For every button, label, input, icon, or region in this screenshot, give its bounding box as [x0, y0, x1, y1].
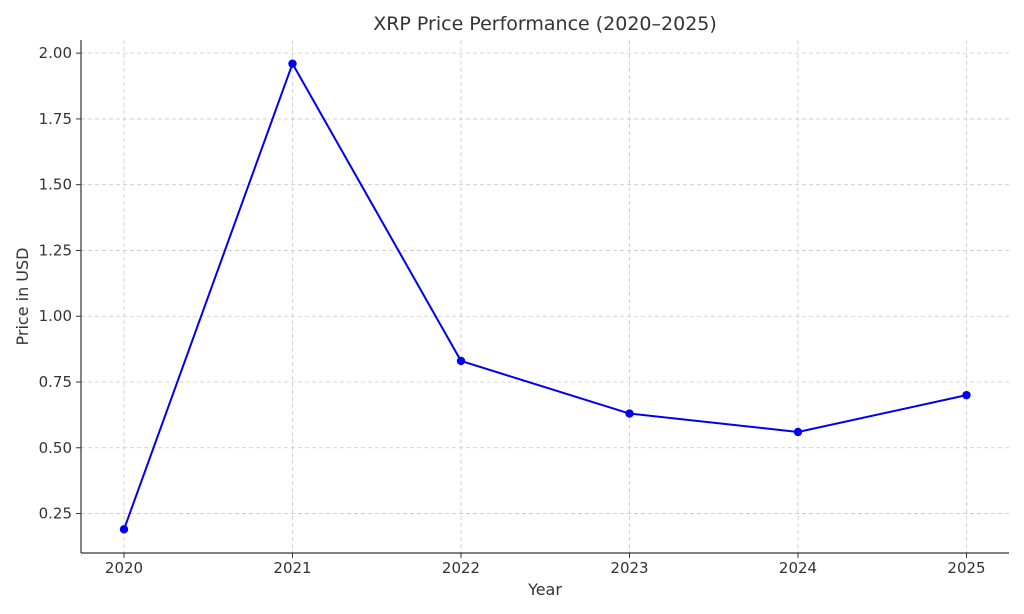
y-tick-label: 1.50 [39, 176, 72, 194]
y-tick-label: 1.75 [39, 110, 72, 128]
data-point-2023 [625, 409, 634, 418]
y-axis-label: Price in USD [13, 248, 32, 346]
data-point-2024 [793, 427, 803, 437]
x-tick-label: 2025 [947, 559, 985, 577]
y-tick-label: 0.75 [39, 373, 72, 391]
x-tick-label: 2024 [779, 559, 817, 577]
y-tick-label: 2.00 [39, 44, 72, 62]
grid [81, 40, 1009, 553]
x-tick-label: 2023 [610, 559, 648, 577]
y-tick-label: 0.50 [39, 439, 72, 457]
x-tick-label: 2022 [442, 559, 480, 577]
y-tick-label: 0.25 [39, 505, 72, 523]
y-tick-label: 1.25 [39, 241, 72, 259]
data-point-2025 [962, 390, 971, 400]
x-tick-label: 2021 [273, 559, 311, 577]
ticks: 0.25 0.50 0.75 1.00 1.25 1.50 1.75 2.00 2020 2021… [39, 44, 986, 577]
axes [80, 40, 1009, 554]
x-axis-label: Year [527, 580, 562, 599]
series [119, 59, 971, 534]
series-line [123, 62, 967, 530]
x-tick-label: 2020 [105, 559, 143, 577]
y-tick-label: 1.00 [39, 307, 72, 325]
chart-title: XRP Price Performance (2020–2025) [373, 13, 717, 35]
data-point-2021 [288, 59, 297, 68]
data-point-2020 [119, 525, 129, 534]
data-point-2022 [456, 356, 466, 366]
